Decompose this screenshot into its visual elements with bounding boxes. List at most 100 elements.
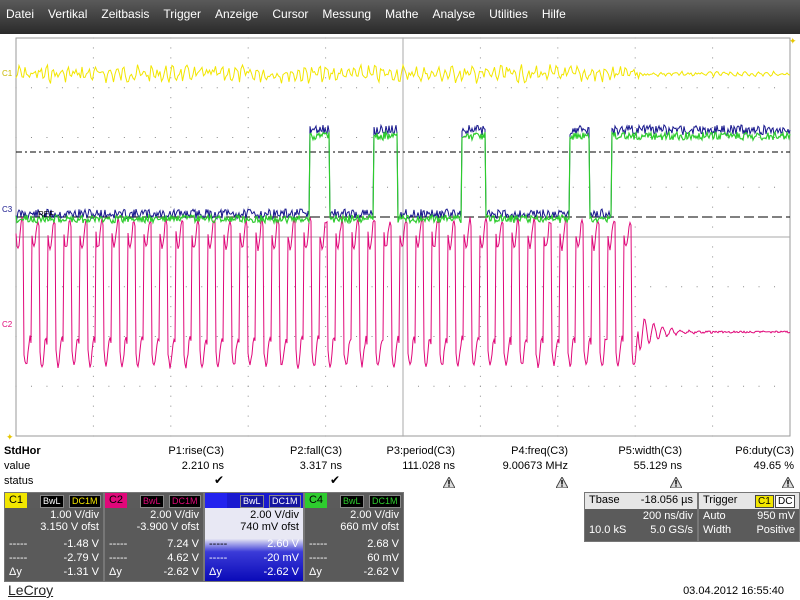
channel-name-c3 (205, 493, 227, 508)
channel-panel-c3[interactable]: BwL DC1M 2.00 V/div 740 mV ofst ----- 2.… (204, 492, 304, 582)
menu-datei[interactable]: Datei (6, 7, 35, 21)
sample-rate: 5.0 GS/s (650, 524, 693, 536)
cursor-a-value: 7.24 V (167, 538, 199, 550)
menu-anzeige[interactable]: Anzeige (214, 7, 259, 21)
delta-y-value: -2.62 V (163, 566, 199, 578)
row-label-stdhor: StdHor (4, 445, 41, 457)
coupling-tag: DC1M (169, 495, 201, 508)
menu-hilfe[interactable]: Hilfe (541, 7, 566, 21)
cursor-a-value: 2.68 V (367, 538, 399, 550)
channel-name-c4: C4 (305, 493, 327, 508)
menu-bar: Datei Vertikal Zeitbasis Trigger Anzeige… (0, 0, 800, 34)
status-warning-icon-p5 (670, 477, 682, 488)
menu-analyse[interactable]: Analyse (432, 7, 476, 21)
cursor-label: ----- (209, 538, 228, 550)
cursor-b-value: 60 mV (367, 552, 399, 564)
trigger-panel[interactable]: Trigger C1 DC Auto 950 mV Width Positive (698, 492, 800, 542)
param-name-p4[interactable]: P4:freq(C3) (511, 445, 568, 457)
cursor-label: ----- (9, 552, 28, 564)
param-name-p3[interactable]: P3:period(C3) (386, 445, 455, 457)
cursor-a-value: 2.60 V (267, 538, 299, 550)
measurement-status-row: status ✔ ✔ (0, 473, 800, 491)
cursor-label: ----- (109, 552, 128, 564)
channel-name-c2: C2 (105, 493, 127, 508)
param-value-p4: 9.00673 MHz (502, 460, 568, 472)
brand-logo: LeCroy (8, 582, 54, 598)
trigger-coupling: DC (775, 495, 796, 508)
trace-c3 (15, 123, 791, 221)
waveform-canvas[interactable]: C1 C3 C2 REF ✦ ✦ (0, 34, 800, 442)
timebase-panel[interactable]: Tbase -18.056 µs 200 ns/div 10.0 kS 5.0 … (584, 492, 698, 542)
delta-y-value: -2.62 V (363, 566, 399, 578)
trigger-position-icon: ✦ (6, 432, 14, 440)
trigger-level-icon: ✦ (789, 36, 797, 46)
offset-value: 3.150 V ofst (40, 521, 99, 533)
measurement-table: StdHor P1:rise(C3) P2:fall(C3) P3:period… (0, 440, 800, 490)
status-warning-icon-p4 (556, 477, 568, 488)
menu-mathe[interactable]: Mathe (385, 7, 419, 21)
trace-c1 (15, 63, 791, 84)
menu-utilities[interactable]: Utilities (489, 7, 528, 21)
cursor-label: ----- (209, 552, 228, 564)
timebase-div: 200 ns/div (642, 510, 693, 522)
coupling-tag: DC1M (69, 495, 101, 508)
marker-c1: C1 (2, 69, 13, 78)
cursor-b-value: -20 mV (263, 552, 299, 564)
menu-zeitbasis[interactable]: Zeitbasis (101, 7, 150, 21)
trigger-type: Width (703, 524, 732, 536)
trigger-source: C1 (755, 495, 774, 508)
channel-panel-c1[interactable]: C1 BwL DC1M 1.00 V/div 3.150 V ofst ----… (4, 492, 104, 582)
offset-value: 660 mV ofst (340, 521, 399, 533)
param-name-p5[interactable]: P5:width(C3) (618, 445, 682, 457)
coupling-tag: DC1M (269, 495, 301, 508)
sample-count: 10.0 kS (589, 524, 627, 536)
vdiv-value: 2.00 V/div (150, 509, 199, 521)
param-name-p1[interactable]: P1:rise(C3) (168, 445, 224, 457)
timestamp: 03.04.2012 16:55:40 (683, 585, 784, 597)
cursor-b-value: -2.79 V (63, 552, 99, 564)
trigger-level: 950 mV (757, 510, 795, 522)
menu-cursor[interactable]: Cursor (272, 7, 309, 21)
menu-messung[interactable]: Messung (322, 7, 372, 21)
trace-c4 (15, 129, 791, 225)
cursor-label: ----- (109, 538, 128, 550)
marker-c2: C2 (2, 320, 13, 329)
measurement-value-row: value 2.210 ns 3.317 ns 111.028 ns 9.006… (0, 460, 800, 476)
graticule (15, 37, 791, 437)
param-value-p2: 3.317 ns (299, 460, 342, 472)
waveform-display[interactable]: C1 C3 C2 REF ✦ ✦ (0, 34, 800, 442)
cursor-label: ----- (309, 538, 328, 550)
vdiv-value: 1.00 V/div (50, 509, 99, 521)
cursor-a-value: -1.48 V (63, 538, 99, 550)
cursor-label: ----- (309, 552, 328, 564)
cursor-b-value: 4.62 V (167, 552, 199, 564)
menu-vertikal[interactable]: Vertikal (48, 7, 88, 21)
delta-y-label: Δy (309, 566, 322, 578)
row-label-value: value (4, 460, 31, 472)
timebase-label: Tbase (589, 494, 620, 506)
delta-y-value: -2.62 V (263, 566, 299, 578)
bwl-tag: BwL (240, 495, 264, 508)
delta-y-label: Δy (9, 566, 22, 578)
channel-name-c1: C1 (5, 493, 27, 508)
menu-trigger[interactable]: Trigger (163, 7, 201, 21)
param-value-p6: 49.65 % (753, 460, 794, 472)
vdiv-value: 2.00 V/div (250, 509, 299, 521)
coupling-tag: DC1M (369, 495, 401, 508)
param-value-p1: 2.210 ns (181, 460, 224, 472)
channel-panel-c4[interactable]: C4 BwL DC1M 2.00 V/div 660 mV ofst -----… (304, 492, 404, 582)
trigger-mode: Auto (703, 510, 726, 522)
row-label-status: status (4, 475, 34, 487)
trace-c2 (15, 217, 791, 369)
delta-y-label: Δy (209, 566, 222, 578)
param-name-p2[interactable]: P2:fall(C3) (290, 445, 342, 457)
bwl-tag: BwL (40, 495, 64, 508)
status-check-icon-p1: ✔ (214, 473, 225, 487)
status-warning-icon-p6 (782, 477, 794, 488)
param-value-p3: 111.028 ns (402, 460, 455, 472)
param-name-p6[interactable]: P6:duty(C3) (735, 445, 794, 457)
bwl-tag: BwL (140, 495, 164, 508)
channel-panel-c2[interactable]: C2 BwL DC1M 2.00 V/div -3.900 V ofst ---… (104, 492, 204, 582)
timebase-delay: -18.056 µs (640, 494, 693, 506)
offset-value: -3.900 V ofst (136, 521, 199, 533)
